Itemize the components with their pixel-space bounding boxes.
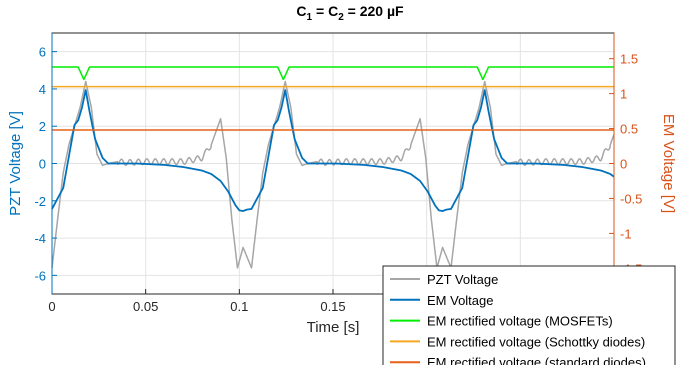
left-y-tick-label: 6	[39, 45, 46, 60]
x-tick-label: 0.05	[133, 299, 158, 314]
legend-entry: EM Voltage	[427, 293, 494, 308]
chart-title: C1 = C2 = 220 µF	[296, 3, 404, 23]
right-y-tick-label: -1	[620, 226, 632, 241]
right-y-tick-label: 0.5	[620, 122, 638, 137]
legend-entry: EM rectified voltage (standard diodes)	[427, 355, 646, 365]
series-line	[51, 89, 615, 212]
series-line	[51, 80, 615, 269]
right-y-tick-label: -0.5	[620, 191, 642, 206]
x-tick-label: 0	[48, 299, 55, 314]
series-line	[51, 66, 615, 81]
x-axis-label: Time [s]	[307, 319, 360, 336]
left-y-tick-label: 4	[39, 82, 46, 97]
legend-entry: PZT Voltage	[427, 272, 498, 287]
plot-area	[51, 66, 615, 269]
right-y-tick-label: 1.5	[620, 52, 638, 67]
left-y-tick-label: -6	[34, 268, 46, 283]
right-y-tick-label: 0	[620, 157, 627, 172]
x-tick-label: 0.1	[230, 299, 248, 314]
x-tick-label: 0.15	[320, 299, 345, 314]
legend: PZT Voltage EM Voltage EM rectified voltag…	[382, 265, 676, 365]
left-y-axis: -6 -4 -2 0 2 4 6	[34, 33, 57, 294]
left-y-axis-label: PZT Voltage [V]	[7, 111, 24, 216]
right-y-axis-label: EM Voltage [V]	[660, 114, 677, 213]
left-y-tick-label: -4	[34, 231, 46, 246]
left-y-tick-label: -2	[34, 194, 46, 209]
right-y-axis: -1.5-1-0.500.511.5	[609, 33, 642, 294]
legend-entry: EM rectified voltage (Schottky diodes)	[427, 334, 645, 349]
left-y-tick-label: 2	[39, 119, 46, 134]
left-y-tick-label: 0	[39, 157, 46, 172]
legend-box	[382, 265, 676, 365]
right-y-tick-label: 1	[620, 87, 627, 102]
legend-entry: EM rectified voltage (MOSFETs)	[427, 314, 613, 329]
